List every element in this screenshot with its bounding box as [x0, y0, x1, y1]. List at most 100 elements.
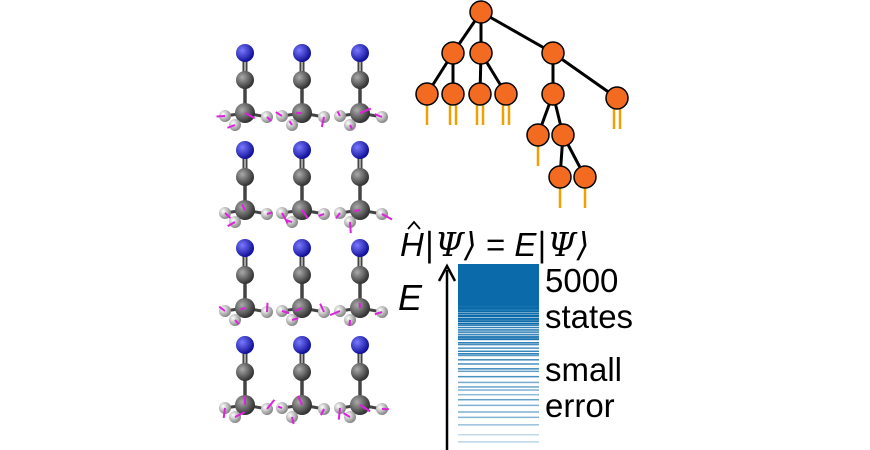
displacement-arrow: [227, 124, 236, 129]
energy-level: [458, 350, 539, 353]
tree-node: [573, 165, 597, 189]
carbon-atom: [351, 71, 369, 89]
displacement-arrow: [359, 404, 371, 413]
tree-node: [541, 82, 565, 106]
state-count-number: 5000: [545, 262, 619, 299]
energy-level: [458, 338, 539, 341]
displacement-arrow: [266, 116, 273, 122]
hamiltonian-symbol: H: [400, 226, 424, 263]
tree-node: [494, 82, 518, 106]
energy-level: [458, 342, 539, 344]
energy-level: [458, 315, 539, 318]
energy-level: [458, 386, 539, 388]
carbon-atom: [351, 168, 369, 186]
energy-level: [458, 312, 539, 315]
energy-level-band: [458, 264, 539, 304]
energy-level: [458, 335, 539, 338]
energy-axis-label: E: [398, 277, 423, 318]
energy-level: [458, 317, 539, 320]
state-count-label: 5000 states: [545, 263, 633, 335]
displacement-arrow: [285, 219, 293, 223]
displacement-arrow: [241, 204, 246, 211]
nitrogen-atom: [236, 336, 254, 354]
carbon-atom: [236, 71, 254, 89]
energy-axis-arrow: [437, 263, 457, 450]
displacement-arrow: [343, 412, 351, 418]
displacement-arrow: [359, 107, 372, 114]
rhs-state: |Ψ⟩: [536, 225, 590, 264]
carbon-atom: [293, 168, 311, 186]
acetonitrile-molecule: [216, 44, 273, 131]
displacement-arrow: [218, 305, 226, 312]
acetonitrile-molecule: [329, 239, 388, 326]
displacement-arrow: [301, 209, 309, 219]
energy-level: [458, 375, 539, 378]
energy-level: [458, 304, 539, 306]
energy-level: [458, 324, 539, 326]
tree-diagram: [415, 0, 629, 208]
displacement-arrow: [297, 395, 303, 406]
displacement-arrow: [337, 407, 341, 420]
carbon-atom: [351, 266, 369, 284]
error-label: small error: [545, 352, 622, 424]
carbon-atom: [236, 363, 254, 381]
acetonitrile-molecule: [334, 336, 389, 423]
energy-level: [458, 333, 539, 336]
displacement-arrow: [266, 211, 273, 215]
acetonitrile-molecule: [218, 239, 273, 326]
displacement-arrow: [374, 311, 383, 316]
energy-level: [458, 424, 539, 426]
displacement-arrow: [291, 317, 299, 321]
energy-level: [458, 368, 539, 370]
energy-level: [458, 307, 539, 310]
tree-edge: [480, 10, 554, 55]
displacement-arrow: [244, 112, 256, 120]
carbon-atom: [236, 266, 254, 284]
energy-level: [458, 381, 539, 384]
energy-level: [458, 433, 539, 436]
acetonitrile-molecule: [334, 44, 388, 131]
displacement-arrow: [224, 212, 232, 219]
energy-level: [458, 320, 539, 323]
energy-level: [458, 389, 539, 391]
energy-level: [458, 305, 539, 307]
nitrogen-atom: [293, 336, 311, 354]
displacement-arrow: [329, 310, 341, 316]
nitrogen-atom: [293, 44, 311, 62]
nitrogen-atom: [351, 141, 369, 159]
acetonitrile-molecule: [219, 336, 276, 423]
energy-level: [458, 352, 539, 355]
acetonitrile-molecule: [276, 336, 330, 425]
tree-node: [441, 41, 465, 65]
tree-edge: [552, 51, 618, 100]
displacement-arrow: [381, 213, 393, 221]
energy-level: [458, 347, 539, 349]
carbon-atom: [351, 363, 369, 381]
displacement-arrow: [354, 209, 361, 213]
lhs-state: |Ψ⟩: [423, 225, 477, 264]
energy-level: [458, 404, 539, 407]
acetonitrile-molecule: [275, 44, 330, 131]
displacement-arrow: [222, 407, 226, 419]
molecule-grid: [216, 44, 393, 425]
tree-node: [469, 0, 493, 24]
nitrogen-atom: [236, 44, 254, 62]
tree-node: [468, 82, 492, 106]
acetonitrile-molecule: [334, 141, 393, 234]
displacement-arrow: [275, 111, 283, 117]
nitrogen-atom: [293, 239, 311, 257]
tree-node: [526, 123, 550, 147]
energy-level: [458, 441, 539, 443]
displacement-arrow: [335, 212, 341, 220]
nitrogen-atom: [236, 239, 254, 257]
energy-level: [458, 354, 539, 357]
nitrogen-atom: [351, 44, 369, 62]
displacement-arrow: [288, 120, 293, 126]
displacement-arrow: [291, 416, 295, 425]
tree-node: [541, 41, 565, 65]
tree-node: [548, 165, 572, 189]
displacement-arrow: [227, 221, 236, 227]
displacement-arrow: [320, 408, 325, 416]
displacement-arrow: [294, 307, 303, 312]
energy-level: [458, 416, 539, 419]
